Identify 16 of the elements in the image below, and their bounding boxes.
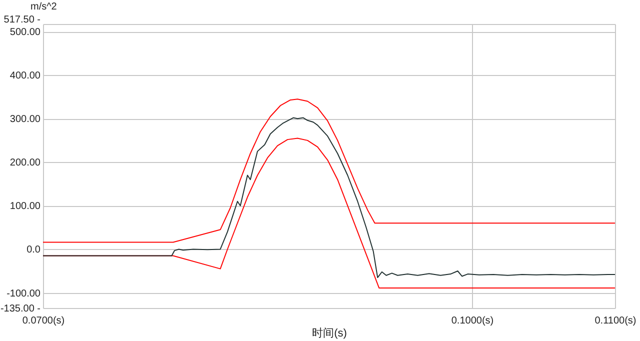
- line-series: [43, 117, 615, 278]
- y-tick-label: 500.00: [10, 27, 41, 38]
- y-tick-label: -135.00 -: [0, 304, 40, 314]
- x-axis-title: 时间(s): [312, 326, 347, 340]
- x-tick-label: 0.1000(s): [451, 316, 494, 326]
- y-tick-label: 400.00: [10, 70, 41, 82]
- x-tick-label: 0.1100(s): [594, 316, 636, 326]
- y-axis-title: m/s^2: [30, 2, 58, 12]
- y-tick-label: 100.00: [10, 201, 41, 212]
- y-tick-label: 300.00: [10, 114, 41, 126]
- x-tick-label: 0.0700(s): [22, 316, 65, 326]
- y-tick-label: 0.0: [26, 244, 41, 256]
- y-tick-label: 200.00: [10, 158, 41, 169]
- y-tick-label: 517.50 -: [4, 14, 40, 26]
- line-series: [43, 98, 615, 243]
- y-tick-label: -100.00: [6, 288, 41, 300]
